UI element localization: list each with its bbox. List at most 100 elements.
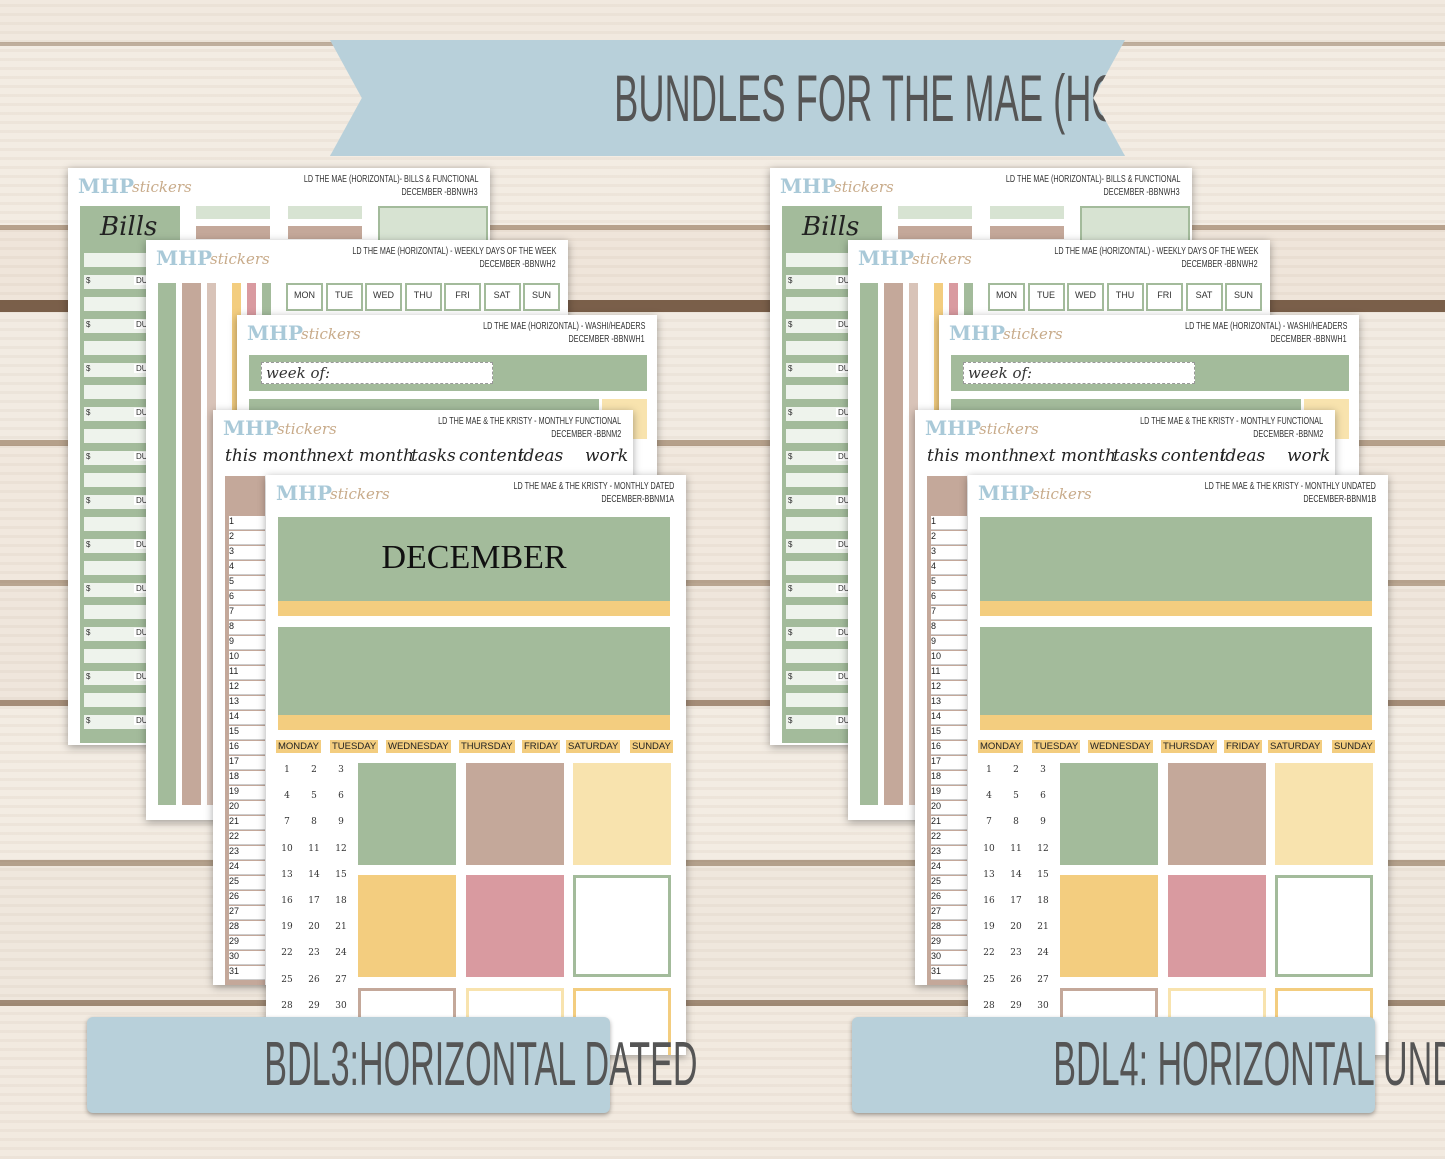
weekday: MONDAY [276,740,321,753]
sticker-box [573,875,671,977]
date: 30 [335,1000,347,1011]
day-number: 18 [931,771,967,785]
bill-due: DUE [836,496,857,505]
date: 29 [1010,1000,1022,1011]
bundle-label: BDL3:HORIZONTAL DATED [87,1017,698,1113]
date: 4 [284,791,290,802]
bar [990,226,1064,239]
bill-amount: $ [788,628,793,637]
brand: MHP [223,416,280,440]
weekday: TUESDAY [1032,740,1081,753]
day-number: 9 [229,636,265,650]
day-number: 20 [931,801,967,815]
brand: MHP [780,174,837,198]
day-number: 25 [931,876,967,890]
notes-block [278,627,670,715]
date: 3 [338,765,344,775]
day-number: 26 [931,891,967,905]
date: 2 [1013,765,1019,775]
sheet-title: LD THE MAE & THE KRISTY - MONTHLY FUNCTI… [1140,416,1323,427]
bill-due: DUE [836,672,857,681]
bill-due: DUE [836,276,857,285]
date: 17 [308,896,320,906]
weekday: THURSDAY [1161,740,1217,753]
date: 27 [1037,974,1049,985]
bar [288,206,362,219]
bill-amount: $ [788,672,793,681]
sticker-box [466,763,564,865]
sticker-box [1275,875,1373,977]
day-number: 30 [931,951,967,965]
sheet-title: LD THE MAE (HORIZONTAL) - WASHI/HEADERS [1184,321,1347,332]
day-number: 8 [931,621,967,635]
date: 21 [335,922,347,933]
date: 12 [335,843,347,854]
bill-due: DUE [134,672,155,681]
bill-amount: $ [86,716,91,725]
sheet-code: DECEMBER-BBNM1B [1303,494,1376,505]
day-number: 4 [229,561,265,575]
sheet-code: DECEMBER-BBNM1A [601,494,674,505]
strip [884,283,903,805]
day-number: 19 [229,786,265,800]
week-of-box: week of: [963,362,1195,384]
date: 26 [308,974,320,985]
date: 10 [281,843,293,854]
day-number: 26 [229,891,265,905]
date: 15 [335,869,347,880]
monthly-header: tasks [1113,446,1158,466]
monthly-header: next month [316,446,414,466]
brand: MHP [978,481,1035,505]
date: 5 [1013,791,1019,802]
bill-amount: $ [788,540,793,549]
bar [288,226,362,239]
day-number: 24 [229,861,265,875]
bill-due: DUE [836,584,857,593]
day-tab: WED [365,283,402,311]
sheet-code: DECEMBER -BBNWH1 [568,334,645,345]
date: 28 [281,1000,293,1011]
bar [196,226,270,239]
date: 2 [311,765,317,775]
day-number: 3 [229,546,265,560]
day-tab: THU [404,283,442,311]
sticker-box [1168,763,1266,865]
bundle-label-text: BDL3:HORIZONTAL DATED [264,1030,698,1099]
weekday: WEDNESDAY [386,740,451,753]
bill-due: DUE [134,584,155,593]
bar [196,206,270,219]
brand-script: stickers [301,325,361,343]
monthly-header: this month [927,446,1020,466]
date: 11 [1010,843,1022,854]
day-number: 4 [931,561,967,575]
day-number: 11 [931,666,967,680]
brand: MHP [858,246,915,270]
day-number: 13 [931,696,967,710]
day-number: 31 [229,966,265,980]
day-number: 22 [931,831,967,845]
date: 9 [338,817,344,828]
bill-amount: $ [788,320,793,329]
monthly-header: this month [225,446,318,466]
monthly-header: content [1161,446,1227,466]
day-number: 2 [931,531,967,545]
sheet-title: LD THE MAE (HORIZONTAL) - WASHI/HEADERS [482,321,645,332]
day-number: 16 [229,741,265,755]
monthly-header: ideas [1220,446,1266,466]
date: 16 [983,896,995,906]
bill-due: DUE [836,364,857,373]
day-number: 20 [229,801,265,815]
day-number: 10 [229,651,265,665]
brand: MHP [276,481,333,505]
month-block [980,517,1372,603]
day-number: 28 [229,921,265,935]
bill-due: DUE [134,540,155,549]
date: 19 [281,922,293,933]
day-number: 3 [931,546,967,560]
date: 20 [1010,922,1022,933]
date: 24 [1037,948,1049,959]
day-number: 6 [229,591,265,605]
monthly-header: content [459,446,525,466]
day-number: 29 [229,936,265,950]
sticker-box [1275,763,1373,865]
